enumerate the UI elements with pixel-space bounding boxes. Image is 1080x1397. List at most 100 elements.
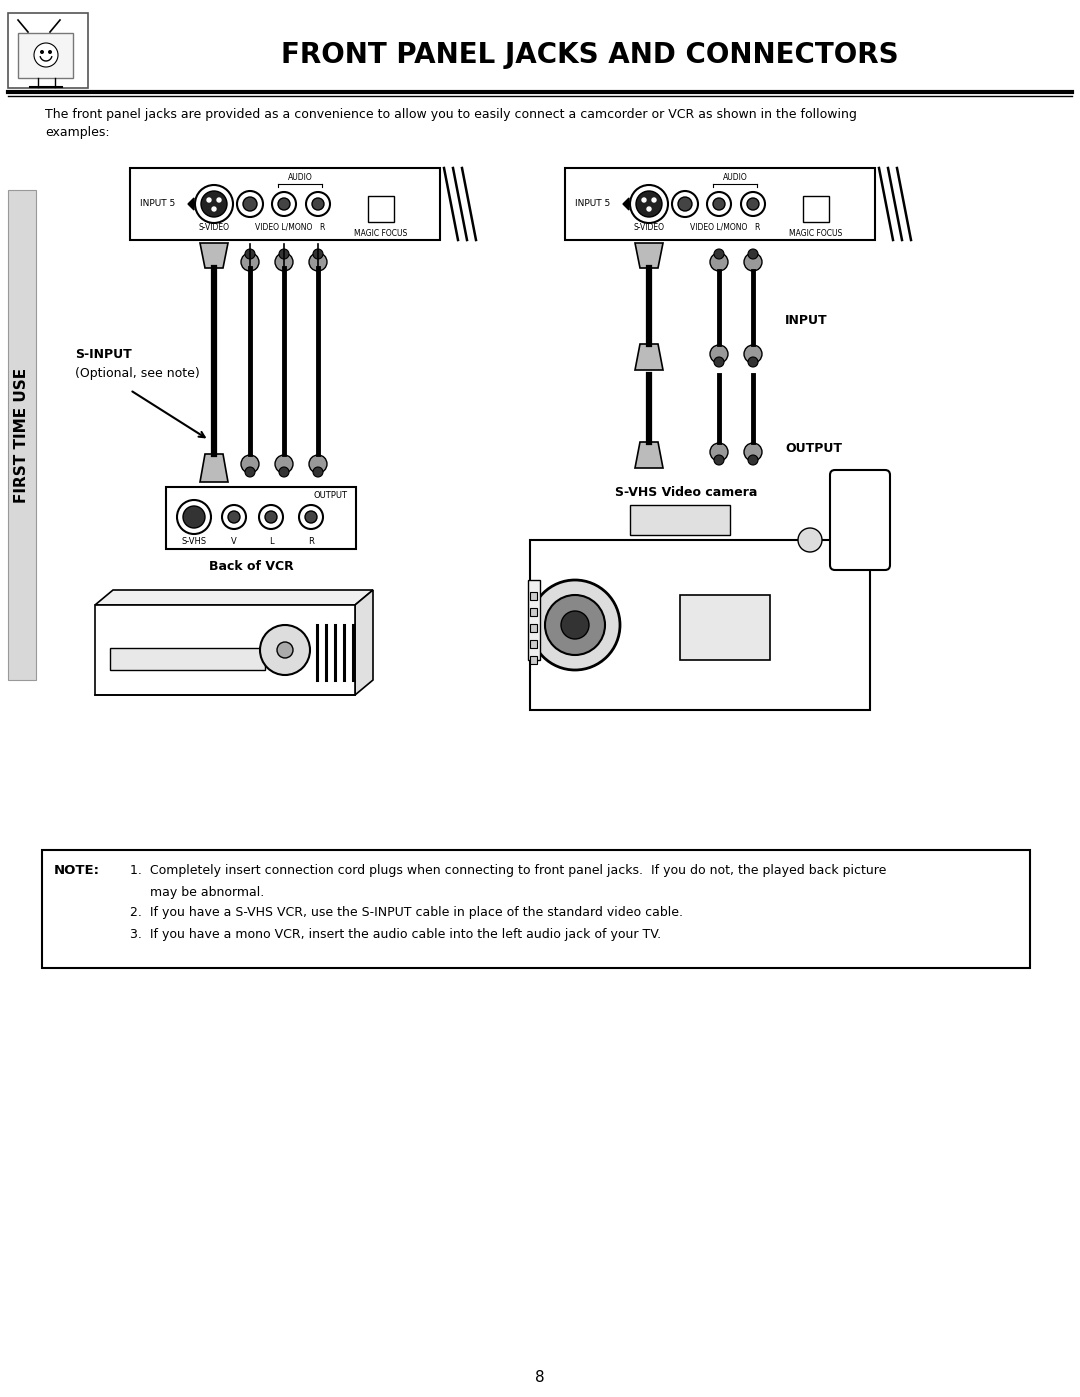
Bar bbox=[42, 849, 1030, 968]
Circle shape bbox=[260, 624, 310, 675]
Circle shape bbox=[714, 358, 724, 367]
Circle shape bbox=[309, 253, 327, 271]
Circle shape bbox=[710, 253, 728, 271]
Circle shape bbox=[561, 610, 589, 638]
Circle shape bbox=[309, 455, 327, 474]
Circle shape bbox=[710, 345, 728, 363]
Bar bbox=[8, 190, 36, 680]
Circle shape bbox=[313, 467, 323, 476]
Text: S-VIDEO: S-VIDEO bbox=[199, 222, 229, 232]
FancyBboxPatch shape bbox=[831, 469, 890, 570]
Text: may be abnormal.: may be abnormal. bbox=[130, 886, 265, 900]
Circle shape bbox=[707, 191, 731, 217]
Text: MAGIC FOCUS: MAGIC FOCUS bbox=[789, 229, 842, 237]
Circle shape bbox=[748, 358, 758, 367]
Circle shape bbox=[545, 595, 605, 655]
Text: V: V bbox=[231, 538, 237, 546]
Text: (Optional, see note): (Optional, see note) bbox=[75, 366, 200, 380]
Text: MAGIC FOCUS: MAGIC FOCUS bbox=[354, 229, 407, 237]
Circle shape bbox=[33, 43, 58, 67]
Polygon shape bbox=[200, 454, 228, 482]
Circle shape bbox=[652, 198, 656, 203]
Circle shape bbox=[278, 198, 291, 210]
Circle shape bbox=[279, 249, 289, 258]
Polygon shape bbox=[188, 198, 194, 210]
Text: 1.  Completely insert connection cord plugs when connecting to front panel jacks: 1. Completely insert connection cord plu… bbox=[130, 863, 887, 877]
Bar bbox=[130, 168, 440, 240]
Text: VIDEO L/MONO: VIDEO L/MONO bbox=[255, 222, 313, 232]
Text: L: L bbox=[269, 538, 273, 546]
Circle shape bbox=[748, 455, 758, 465]
Bar bbox=[530, 657, 537, 664]
Circle shape bbox=[748, 249, 758, 258]
Circle shape bbox=[237, 191, 264, 217]
Text: INPUT: INPUT bbox=[785, 313, 827, 327]
Bar bbox=[680, 595, 770, 659]
Text: R: R bbox=[754, 222, 759, 232]
Polygon shape bbox=[623, 198, 629, 210]
Circle shape bbox=[678, 197, 692, 211]
Circle shape bbox=[245, 467, 255, 476]
Polygon shape bbox=[635, 243, 663, 268]
Text: AUDIO: AUDIO bbox=[723, 173, 747, 183]
Circle shape bbox=[798, 528, 822, 552]
Circle shape bbox=[259, 504, 283, 529]
Circle shape bbox=[714, 249, 724, 258]
Circle shape bbox=[48, 50, 52, 54]
Circle shape bbox=[275, 455, 293, 474]
Circle shape bbox=[530, 580, 620, 671]
Bar bbox=[166, 488, 356, 549]
Text: FIRST TIME USE: FIRST TIME USE bbox=[14, 367, 29, 503]
Circle shape bbox=[245, 249, 255, 258]
Circle shape bbox=[299, 504, 323, 529]
Polygon shape bbox=[200, 243, 228, 268]
Bar bbox=[368, 196, 394, 222]
Bar bbox=[18, 34, 73, 78]
Circle shape bbox=[276, 643, 293, 658]
Circle shape bbox=[183, 506, 205, 528]
Text: R: R bbox=[308, 538, 314, 546]
Polygon shape bbox=[635, 441, 663, 468]
Circle shape bbox=[741, 191, 765, 217]
Circle shape bbox=[243, 197, 257, 211]
Circle shape bbox=[647, 207, 651, 211]
Circle shape bbox=[217, 198, 221, 203]
Text: FRONT PANEL JACKS AND CONNECTORS: FRONT PANEL JACKS AND CONNECTORS bbox=[281, 41, 899, 68]
Bar bbox=[630, 504, 730, 535]
Circle shape bbox=[241, 455, 259, 474]
Bar bbox=[110, 648, 265, 671]
Polygon shape bbox=[95, 590, 373, 605]
Circle shape bbox=[177, 500, 211, 534]
Text: Back of VCR: Back of VCR bbox=[208, 560, 294, 574]
Text: VIDEO L/MONO: VIDEO L/MONO bbox=[690, 222, 747, 232]
Circle shape bbox=[40, 50, 44, 54]
Circle shape bbox=[713, 198, 725, 210]
Circle shape bbox=[306, 191, 330, 217]
Circle shape bbox=[313, 249, 323, 258]
Circle shape bbox=[710, 443, 728, 461]
Circle shape bbox=[279, 467, 289, 476]
Text: OUTPUT: OUTPUT bbox=[785, 441, 842, 454]
Text: 3.  If you have a mono VCR, insert the audio cable into the left audio jack of y: 3. If you have a mono VCR, insert the au… bbox=[130, 928, 661, 942]
Text: S-VIDEO: S-VIDEO bbox=[634, 222, 664, 232]
Circle shape bbox=[275, 253, 293, 271]
Bar bbox=[804, 196, 829, 222]
Circle shape bbox=[265, 511, 276, 522]
Bar bbox=[565, 168, 875, 240]
Circle shape bbox=[228, 511, 240, 522]
Circle shape bbox=[312, 198, 324, 210]
Circle shape bbox=[642, 198, 646, 203]
Bar bbox=[530, 608, 537, 616]
Text: The front panel jacks are provided as a convenience to allow you to easily conne: The front panel jacks are provided as a … bbox=[45, 108, 856, 138]
Text: S-VHS Video camera: S-VHS Video camera bbox=[615, 486, 757, 499]
Circle shape bbox=[630, 184, 669, 224]
Circle shape bbox=[212, 207, 216, 211]
Text: INPUT 5: INPUT 5 bbox=[140, 200, 176, 208]
Text: S-VHS: S-VHS bbox=[181, 538, 206, 546]
Text: 2.  If you have a S-VHS VCR, use the S-INPUT cable in place of the standard vide: 2. If you have a S-VHS VCR, use the S-IN… bbox=[130, 907, 683, 919]
Circle shape bbox=[272, 191, 296, 217]
Circle shape bbox=[305, 511, 318, 522]
Polygon shape bbox=[635, 344, 663, 370]
Text: 8: 8 bbox=[536, 1370, 544, 1386]
Circle shape bbox=[201, 191, 227, 217]
